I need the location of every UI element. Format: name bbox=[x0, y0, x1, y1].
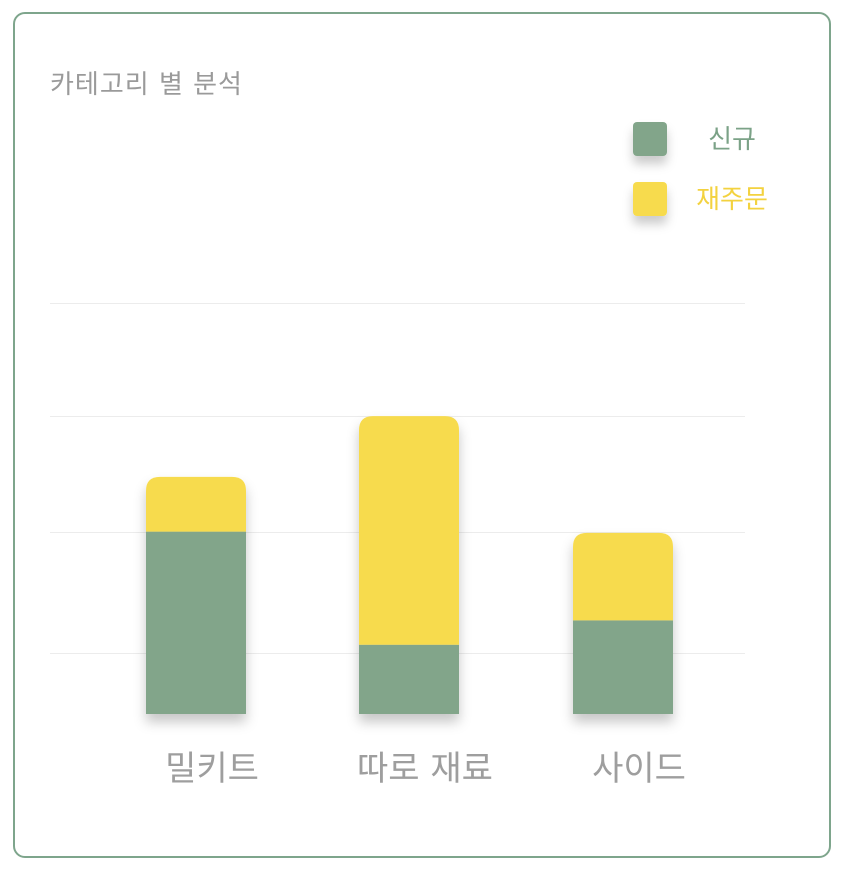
bar-segment bbox=[573, 532, 673, 621]
legend-label: 재주문 bbox=[696, 185, 768, 215]
bar-segment bbox=[146, 531, 246, 714]
x-tick-label: 밀키트 bbox=[165, 749, 259, 789]
x-tick-label: 사이드 bbox=[592, 749, 686, 789]
bar-segment bbox=[573, 620, 673, 714]
chart-title: 카테고리 별 분석 bbox=[50, 70, 243, 100]
legend-swatch bbox=[633, 122, 667, 156]
bar-segment bbox=[146, 476, 246, 532]
legend-swatch bbox=[633, 182, 667, 216]
x-tick-label: 따로 재료 bbox=[357, 749, 493, 789]
bar-segment bbox=[359, 416, 459, 645]
legend-label: 신규 bbox=[708, 125, 756, 155]
bar-segment bbox=[359, 644, 459, 714]
bar-group bbox=[359, 416, 459, 714]
bars bbox=[146, 416, 673, 714]
bar-group bbox=[146, 476, 246, 714]
bar-group bbox=[573, 532, 673, 714]
x-tick-labels: 밀키트 따로 재료 사이드 bbox=[165, 749, 686, 789]
